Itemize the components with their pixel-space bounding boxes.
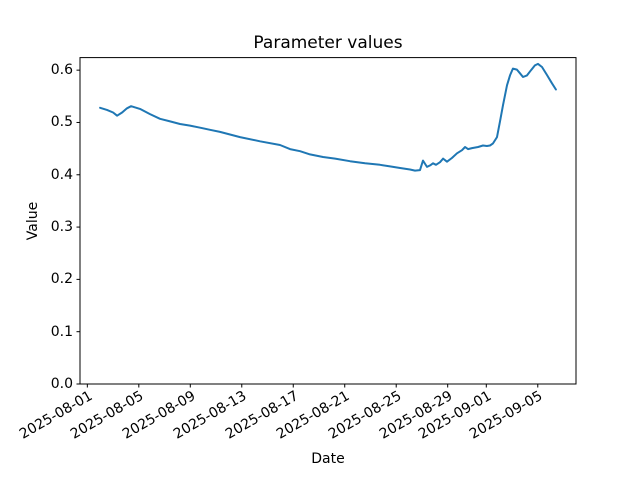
y-tick-label: 0.6 <box>50 62 73 79</box>
chart-title: Parameter values <box>253 33 403 53</box>
y-tick-label: 0.4 <box>50 166 73 183</box>
x-axis-label: Date <box>311 451 345 467</box>
y-tick-label: 0.3 <box>50 219 73 236</box>
data-line <box>99 62 557 172</box>
axes-frame <box>79 57 577 385</box>
y-tick-label: 0.5 <box>50 114 73 131</box>
y-tick-label: 0.1 <box>50 323 73 340</box>
y-tick-label: 0.0 <box>50 376 73 392</box>
y-tick-label: 0.2 <box>50 271 73 288</box>
